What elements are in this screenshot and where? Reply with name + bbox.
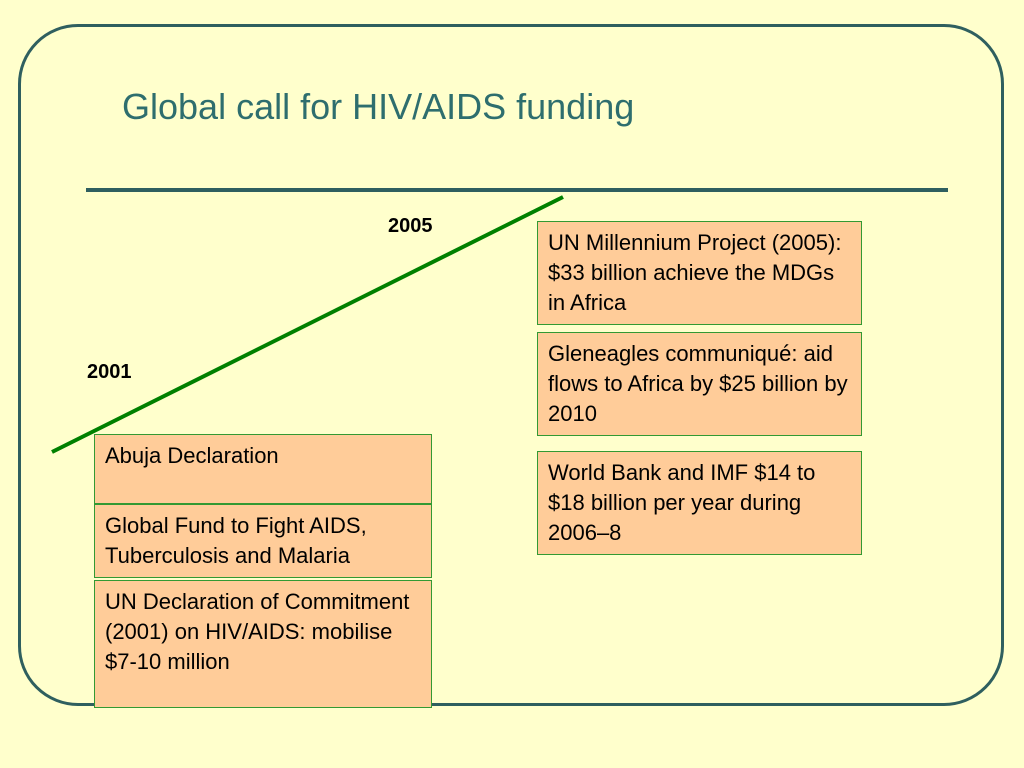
box-world-bank-imf: World Bank and IMF $14 to $18 billion pe… [537,451,862,555]
year-label-start: 2001 [87,361,132,383]
title-divider [86,188,948,192]
box-un-millennium-project: UN Millennium Project (2005): $33 billio… [537,221,862,325]
box-global-fund: Global Fund to Fight AIDS, Tuberculosis … [94,504,432,578]
box-un-declaration: UN Declaration of Commitment (2001) on H… [94,580,432,708]
slide-title: Global call for HIV/AIDS funding [122,86,635,127]
box-gleneagles: Gleneagles communiqué: aid flows to Afri… [537,332,862,436]
box-abuja-declaration: Abuja Declaration [94,434,432,504]
slide-frame [18,24,1004,706]
year-label-end: 2005 [388,215,433,237]
